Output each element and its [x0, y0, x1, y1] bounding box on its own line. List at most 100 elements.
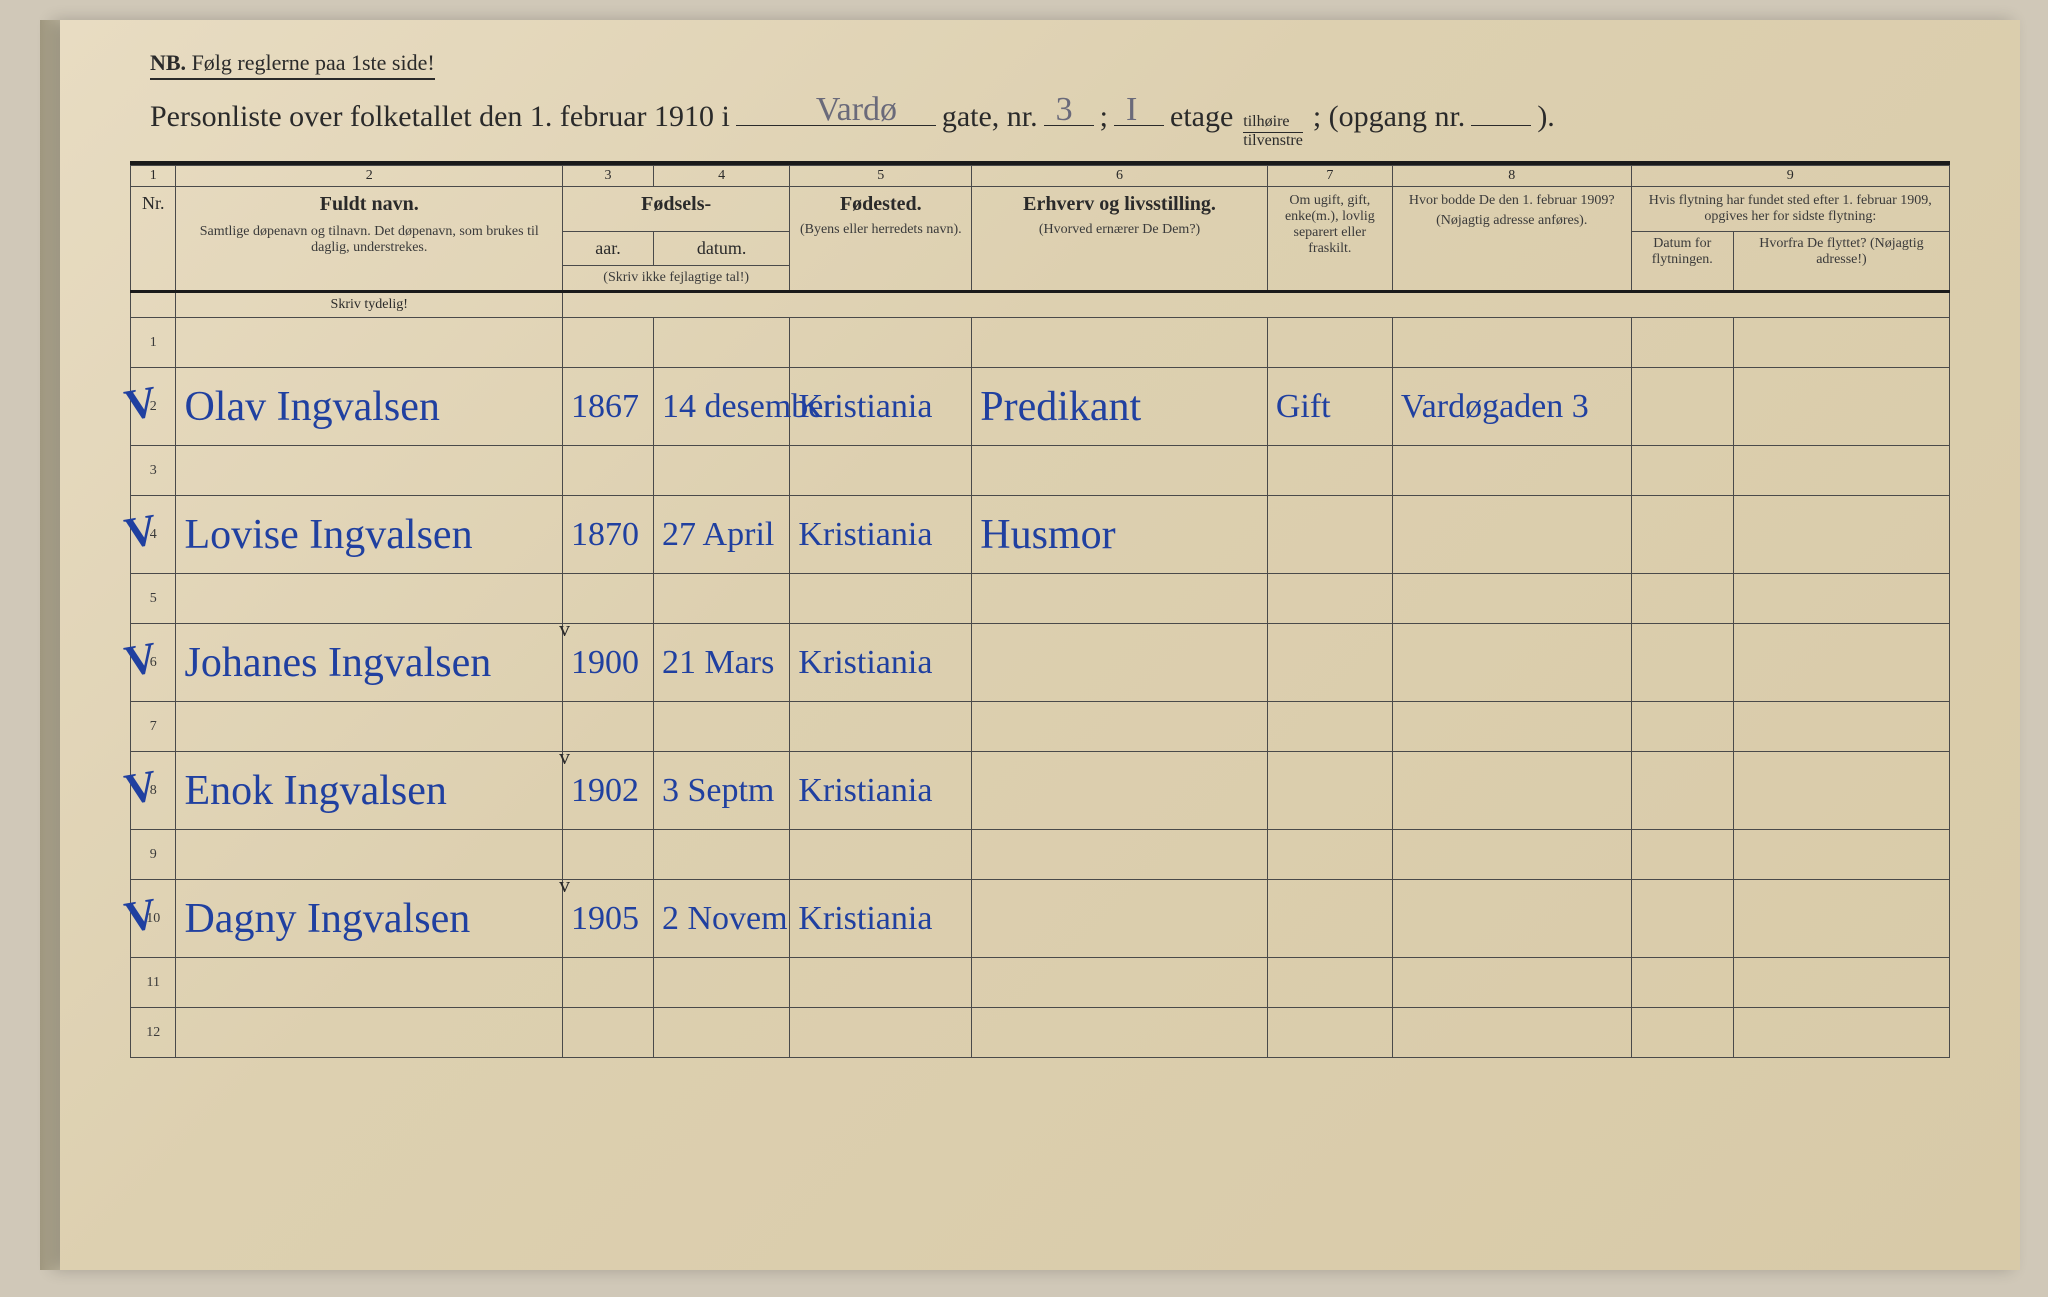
cell-move-from — [1733, 752, 1949, 830]
cell-status — [1267, 880, 1392, 958]
cell-date — [653, 958, 789, 1008]
etage-label: etage — [1170, 100, 1233, 134]
cell-date — [653, 702, 789, 752]
row-number: 9 — [131, 830, 176, 880]
cell-name: Dagny Ingvalsen — [176, 880, 563, 958]
nb-text: Følg reglerne paa 1ste side! — [192, 50, 435, 75]
table-row: 3 — [131, 446, 1950, 496]
checkmark-icon: V — [121, 760, 161, 816]
cell-name — [176, 1008, 563, 1058]
header-address: Hvor bodde De den 1. februar 1909? (Nøja… — [1392, 187, 1631, 292]
cell-date: 3 Septm — [653, 752, 789, 830]
gate-number: 3 — [1056, 91, 1073, 129]
checkmark-icon: V — [121, 888, 161, 944]
cell-occupation — [972, 446, 1268, 496]
row-number: 3 — [131, 446, 176, 496]
cell-birthplace: Kristiania — [790, 368, 972, 446]
cell-address — [1392, 574, 1631, 624]
row-number: 10V — [131, 880, 176, 958]
cell-occupation — [972, 1008, 1268, 1058]
cell-date: 27 April — [653, 496, 789, 574]
cell-occupation — [972, 702, 1268, 752]
cell-address — [1392, 318, 1631, 368]
cell-move-date — [1631, 318, 1733, 368]
cell-name: Lovise Ingvalsen — [176, 496, 563, 574]
cell-address — [1392, 702, 1631, 752]
cell-name — [176, 830, 563, 880]
col-num-3: 3 — [563, 166, 654, 187]
cell-name — [176, 958, 563, 1008]
opgang-label: ; (opgang nr. — [1313, 100, 1465, 134]
header-move-date: Datum for flytningen. — [1631, 232, 1733, 292]
cell-name — [176, 446, 563, 496]
col-num-7: 7 — [1267, 166, 1392, 187]
cell-occupation — [972, 318, 1268, 368]
cell-date — [653, 1008, 789, 1058]
table-row: 2VOlav Ingvalsen186714 desemberKristiani… — [131, 368, 1950, 446]
semicolon: ; — [1100, 100, 1108, 134]
table-body: 12VOlav Ingvalsen186714 desemberKristian… — [131, 318, 1950, 1058]
cell-status — [1267, 574, 1392, 624]
page-edge — [40, 20, 60, 1270]
cell-move-date — [1631, 702, 1733, 752]
etage-number: I — [1126, 91, 1137, 129]
cell-birthplace: Kristiania — [790, 880, 972, 958]
cell-year: 1870 — [563, 496, 654, 574]
cell-move-from — [1733, 830, 1949, 880]
cell-move-from — [1733, 574, 1949, 624]
cell-name — [176, 318, 563, 368]
row-number: 11 — [131, 958, 176, 1008]
cell-birthplace — [790, 1008, 972, 1058]
cell-birthplace — [790, 318, 972, 368]
cell-birthplace — [790, 446, 972, 496]
col-num-1: 1 — [131, 166, 176, 187]
cell-date: 14 desember — [653, 368, 789, 446]
checkmark-icon: V — [121, 632, 161, 688]
cell-year — [563, 446, 654, 496]
table-header: 1 2 3 4 5 6 7 8 9 Nr. Fuldt navn. Samtli… — [131, 166, 1950, 318]
cell-address: Vardøgaden 3 — [1392, 368, 1631, 446]
header-status: Om ugift, gift, enke(m.), lovlig separer… — [1267, 187, 1392, 292]
cell-year: 1905v — [563, 880, 654, 958]
table-row: 1 — [131, 318, 1950, 368]
cell-move-date — [1631, 446, 1733, 496]
cell-year: 1900v — [563, 624, 654, 702]
cell-birthplace — [790, 702, 972, 752]
cell-move-date — [1631, 830, 1733, 880]
header-name: Fuldt navn. Samtlige døpenavn og tilnavn… — [176, 187, 563, 292]
row-number: 4V — [131, 496, 176, 574]
cell-year — [563, 702, 654, 752]
table-row: 5 — [131, 574, 1950, 624]
cell-birthplace — [790, 574, 972, 624]
cell-birthplace — [790, 958, 972, 1008]
opgang-end: ). — [1537, 100, 1555, 134]
cell-date: 21 Mars — [653, 624, 789, 702]
cell-move-date — [1631, 1008, 1733, 1058]
cell-move-from — [1733, 958, 1949, 1008]
cell-occupation: Husmor — [972, 496, 1268, 574]
cell-move-from — [1733, 318, 1949, 368]
cell-address — [1392, 1008, 1631, 1058]
year-check-icon: v — [559, 746, 570, 768]
cell-move-date — [1631, 752, 1733, 830]
cell-year: 1867 — [563, 368, 654, 446]
cell-status: Gift — [1267, 368, 1392, 446]
col-num-2: 2 — [176, 166, 563, 187]
table-row: 6VJohanes Ingvalsen1900v21 MarsKristiani… — [131, 624, 1950, 702]
row-number: 1 — [131, 318, 176, 368]
row-number: 5 — [131, 574, 176, 624]
header-nr: Nr. — [131, 187, 176, 292]
cell-date — [653, 830, 789, 880]
cell-birthplace: Kristiania — [790, 496, 972, 574]
cell-status — [1267, 702, 1392, 752]
row-number: 8V — [131, 752, 176, 830]
col-num-6: 6 — [972, 166, 1268, 187]
cell-occupation — [972, 574, 1268, 624]
row-number: 2V — [131, 368, 176, 446]
cell-date — [653, 318, 789, 368]
cell-year — [563, 958, 654, 1008]
cell-move-date — [1631, 880, 1733, 958]
cell-occupation — [972, 830, 1268, 880]
header-year-note: (Skriv ikke fejlagtige tal!) — [563, 266, 790, 292]
street-handwritten: Vardø — [816, 91, 897, 129]
